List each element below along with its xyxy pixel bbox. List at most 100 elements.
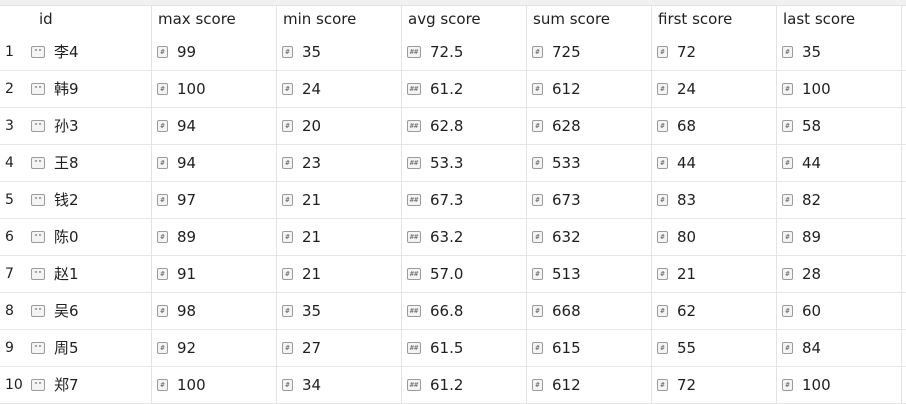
cell-avg-score[interactable]: ## 61.2 bbox=[407, 71, 463, 108]
cell-value: 63.2 bbox=[430, 228, 464, 246]
table-row[interactable]: 3 "" 孙3 #94 #20 ## 62.8 #628 #68 #58 bbox=[0, 108, 906, 145]
cell-value: 612 bbox=[552, 80, 581, 98]
cell-min-score[interactable]: #27 bbox=[282, 330, 321, 367]
column-header-first-score[interactable]: first score bbox=[658, 10, 733, 28]
cell-first-score[interactable]: #24 bbox=[657, 71, 696, 108]
cell-min-score[interactable]: #20 bbox=[282, 108, 321, 145]
cell-last-score[interactable]: #100 bbox=[782, 367, 831, 404]
cell-id[interactable]: "" 吴6 bbox=[31, 293, 79, 330]
cell-first-score[interactable]: #21 bbox=[657, 256, 696, 293]
table-row[interactable]: 2 "" 韩9 #100 #24 ## 61.2 #612 #24 #100 bbox=[0, 71, 906, 108]
cell-max-score[interactable]: #89 bbox=[157, 219, 196, 256]
cell-min-score[interactable]: #34 bbox=[282, 367, 321, 404]
cell-id[interactable]: "" 孙3 bbox=[31, 108, 79, 145]
cell-id[interactable]: "" 郑7 bbox=[31, 367, 79, 404]
cell-max-score[interactable]: #97 bbox=[157, 182, 196, 219]
cell-max-score[interactable]: #92 bbox=[157, 330, 196, 367]
column-header-max-score[interactable]: max score bbox=[158, 10, 236, 28]
column-divider bbox=[276, 5, 277, 404]
cell-first-score[interactable]: #55 bbox=[657, 330, 696, 367]
cell-max-score[interactable]: #100 bbox=[157, 71, 206, 108]
cell-max-score[interactable]: #100 bbox=[157, 367, 206, 404]
cell-first-score[interactable]: #44 bbox=[657, 145, 696, 182]
cell-first-score[interactable]: #83 bbox=[657, 182, 696, 219]
cell-avg-score[interactable]: ## 61.2 bbox=[407, 367, 463, 404]
cell-avg-score[interactable]: ## 67.3 bbox=[407, 182, 463, 219]
cell-min-score[interactable]: #21 bbox=[282, 182, 321, 219]
cell-last-score[interactable]: #60 bbox=[782, 293, 821, 330]
column-header-avg-score[interactable]: avg score bbox=[408, 10, 481, 28]
cell-id[interactable]: "" 王8 bbox=[31, 145, 79, 182]
cell-value: 61.5 bbox=[430, 339, 464, 357]
cell-avg-score[interactable]: ## 62.8 bbox=[407, 108, 463, 145]
integer-type-icon: # bbox=[782, 378, 793, 391]
cell-max-score[interactable]: #94 bbox=[157, 108, 196, 145]
table-row[interactable]: 6 "" 陈0 #89 #21 ## 63.2 #632 #80 #89 bbox=[0, 219, 906, 256]
column-header-min-score[interactable]: min score bbox=[283, 10, 357, 28]
cell-min-score[interactable]: #24 bbox=[282, 71, 321, 108]
cell-max-score[interactable]: #99 bbox=[157, 34, 196, 71]
cell-first-score[interactable]: #72 bbox=[657, 367, 696, 404]
cell-min-score[interactable]: #35 bbox=[282, 34, 321, 71]
table-row[interactable]: 1 "" 李4 #99 #35 ## 72.5 #725 #72 #35 bbox=[0, 34, 906, 71]
cell-sum-score[interactable]: #673 bbox=[532, 182, 581, 219]
cell-id[interactable]: "" 陈0 bbox=[31, 219, 79, 256]
cell-id[interactable]: "" 钱2 bbox=[31, 182, 79, 219]
cell-id[interactable]: "" 李4 bbox=[31, 34, 79, 71]
table-row[interactable]: 9 "" 周5 #92 #27 ## 61.5 #615 #55 #84 bbox=[0, 330, 906, 367]
integer-type-icon: # bbox=[157, 230, 168, 243]
cell-last-score[interactable]: #89 bbox=[782, 219, 821, 256]
integer-type-icon: # bbox=[157, 45, 168, 58]
cell-sum-score[interactable]: #628 bbox=[532, 108, 581, 145]
cell-sum-score[interactable]: #615 bbox=[532, 330, 581, 367]
cell-max-score[interactable]: #94 bbox=[157, 145, 196, 182]
cell-min-score[interactable]: #23 bbox=[282, 145, 321, 182]
cell-sum-score[interactable]: #612 bbox=[532, 71, 581, 108]
cell-sum-score[interactable]: #668 bbox=[532, 293, 581, 330]
cell-last-score[interactable]: #28 bbox=[782, 256, 821, 293]
cell-last-score[interactable]: #44 bbox=[782, 145, 821, 182]
cell-avg-score[interactable]: ## 63.2 bbox=[407, 219, 463, 256]
cell-id[interactable]: "" 赵1 bbox=[31, 256, 79, 293]
cell-sum-score[interactable]: #725 bbox=[532, 34, 581, 71]
cell-avg-score[interactable]: ## 57.0 bbox=[407, 256, 463, 293]
cell-value: 孙3 bbox=[54, 117, 79, 135]
column-divider bbox=[651, 5, 652, 404]
column-header-sum-score[interactable]: sum score bbox=[533, 10, 611, 28]
cell-first-score[interactable]: #68 bbox=[657, 108, 696, 145]
cell-avg-score[interactable]: ## 66.8 bbox=[407, 293, 463, 330]
cell-min-score[interactable]: #21 bbox=[282, 256, 321, 293]
cell-last-score[interactable]: #100 bbox=[782, 71, 831, 108]
table-row[interactable]: 8 "" 吴6 #98 #35 ## 66.8 #668 #62 #60 bbox=[0, 293, 906, 330]
cell-max-score[interactable]: #98 bbox=[157, 293, 196, 330]
cell-avg-score[interactable]: ## 61.5 bbox=[407, 330, 463, 367]
table-row[interactable]: 10 "" 郑7 #100 #34 ## 61.2 #612 #72 #100 bbox=[0, 367, 906, 404]
table-row[interactable]: 4 "" 王8 #94 #23 ## 53.3 #533 #44 #44 bbox=[0, 145, 906, 182]
cell-value: 94 bbox=[177, 117, 197, 135]
cell-id[interactable]: "" 韩9 bbox=[31, 71, 79, 108]
cell-id[interactable]: "" 周5 bbox=[31, 330, 79, 367]
column-header-id[interactable]: id bbox=[39, 10, 53, 28]
cell-last-score[interactable]: #58 bbox=[782, 108, 821, 145]
cell-sum-score[interactable]: #513 bbox=[532, 256, 581, 293]
cell-avg-score[interactable]: ## 53.3 bbox=[407, 145, 463, 182]
integer-type-icon: # bbox=[782, 341, 793, 354]
cell-first-score[interactable]: #80 bbox=[657, 219, 696, 256]
cell-sum-score[interactable]: #632 bbox=[532, 219, 581, 256]
cell-min-score[interactable]: #21 bbox=[282, 219, 321, 256]
cell-last-score[interactable]: #35 bbox=[782, 34, 821, 71]
table-row[interactable]: 7 "" 赵1 #91 #21 ## 57.0 #513 #21 #28 bbox=[0, 256, 906, 293]
cell-first-score[interactable]: #72 bbox=[657, 34, 696, 71]
cell-last-score[interactable]: #82 bbox=[782, 182, 821, 219]
cell-sum-score[interactable]: #612 bbox=[532, 367, 581, 404]
cell-sum-score[interactable]: #533 bbox=[532, 145, 581, 182]
cell-last-score[interactable]: #84 bbox=[782, 330, 821, 367]
cell-min-score[interactable]: #35 bbox=[282, 293, 321, 330]
cell-first-score[interactable]: #62 bbox=[657, 293, 696, 330]
cell-max-score[interactable]: #91 bbox=[157, 256, 196, 293]
cell-value: 97 bbox=[177, 191, 197, 209]
column-header-last-score[interactable]: last score bbox=[783, 10, 856, 28]
cell-avg-score[interactable]: ## 72.5 bbox=[407, 34, 463, 71]
table-row[interactable]: 5 "" 钱2 #97 #21 ## 67.3 #673 #83 #82 bbox=[0, 182, 906, 219]
cell-value: 100 bbox=[177, 376, 206, 394]
